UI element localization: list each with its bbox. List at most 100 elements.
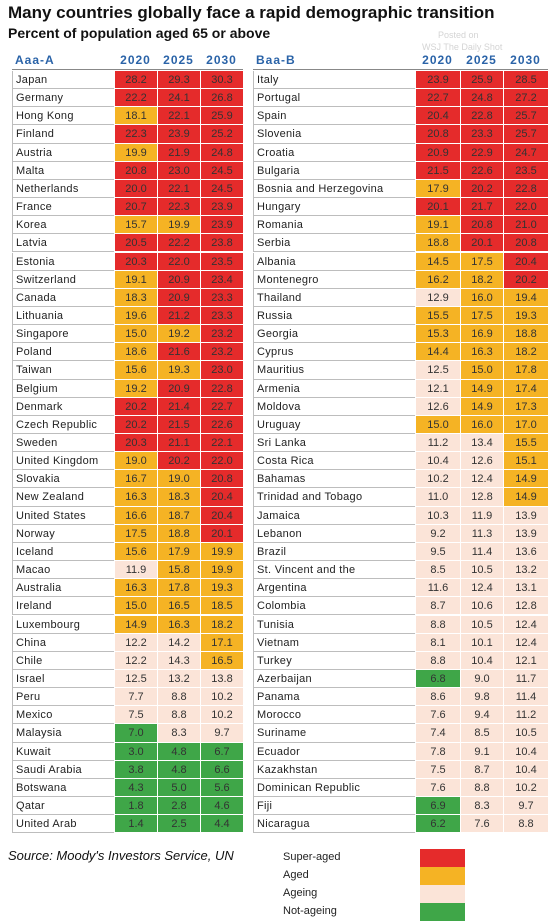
value-cell: 10.2 bbox=[200, 706, 243, 725]
value-cell: 20.9 bbox=[157, 379, 200, 398]
value-cell: 14.2 bbox=[157, 633, 200, 652]
country-name: Sweden bbox=[12, 434, 114, 453]
value-cell: 22.8 bbox=[503, 179, 548, 199]
value-cell: 18.2 bbox=[503, 343, 548, 362]
header-rule bbox=[12, 69, 243, 70]
value-cell: 17.9 bbox=[415, 179, 460, 199]
value-cell: 20.2 bbox=[157, 452, 200, 471]
value-cell: 5.0 bbox=[157, 778, 200, 797]
value-cell: 24.5 bbox=[200, 179, 243, 199]
value-cell: 10.2 bbox=[415, 470, 460, 489]
value-cell: 10.6 bbox=[460, 597, 503, 616]
value-cell: 17.5 bbox=[114, 524, 157, 543]
value-cell: 22.6 bbox=[460, 161, 503, 180]
value-cell: 11.4 bbox=[503, 688, 548, 707]
value-cell: 24.1 bbox=[157, 89, 200, 108]
value-cell: 12.8 bbox=[503, 597, 548, 616]
value-cell: 11.6 bbox=[415, 579, 460, 598]
country-name: Turkey bbox=[253, 651, 415, 670]
value-cell: 22.7 bbox=[200, 397, 243, 416]
value-cell: 22.8 bbox=[460, 107, 503, 126]
value-cell: 16.3 bbox=[114, 488, 157, 507]
country-name: Macao bbox=[12, 561, 114, 580]
country-name: Jamaica bbox=[253, 506, 415, 525]
value-cell: 12.2 bbox=[114, 633, 157, 652]
value-cell: 22.7 bbox=[415, 89, 460, 108]
value-cell: 7.5 bbox=[114, 706, 157, 725]
country-name: Malaysia bbox=[12, 724, 114, 743]
watermark: WSJ The Daily Shot bbox=[422, 42, 503, 52]
value-cell: 20.4 bbox=[200, 506, 243, 525]
country-name: Argentina bbox=[253, 579, 415, 598]
value-cell: 7.6 bbox=[460, 815, 503, 834]
value-cell: 17.4 bbox=[503, 379, 548, 398]
value-cell: 22.0 bbox=[200, 452, 243, 471]
value-cell: 20.3 bbox=[114, 252, 157, 271]
source: Source: Moody's Investors Service, UN bbox=[8, 848, 234, 863]
value-cell: 5.6 bbox=[200, 778, 243, 797]
value-cell: 18.2 bbox=[460, 270, 503, 289]
country-name: Armenia bbox=[253, 379, 415, 398]
value-cell: 24.5 bbox=[200, 161, 243, 180]
value-cell: 20.8 bbox=[114, 161, 157, 180]
value-cell: 15.0 bbox=[114, 597, 157, 616]
value-cell: 28.2 bbox=[114, 71, 157, 90]
value-cell: 9.4 bbox=[460, 706, 503, 725]
value-cell: 8.8 bbox=[503, 815, 548, 834]
value-cell: 17.1 bbox=[200, 633, 243, 652]
country-name: Poland bbox=[12, 343, 114, 362]
country-name: Cyprus bbox=[253, 343, 415, 362]
value-cell: 20.9 bbox=[415, 143, 460, 162]
value-cell: 20.8 bbox=[503, 234, 548, 253]
value-cell: 10.4 bbox=[460, 651, 503, 670]
value-cell: 8.3 bbox=[157, 724, 200, 743]
value-cell: 19.9 bbox=[200, 561, 243, 580]
value-cell: 21.5 bbox=[157, 415, 200, 434]
value-cell: 13.4 bbox=[460, 434, 503, 453]
value-cell: 12.5 bbox=[114, 669, 157, 689]
country-name: Lithuania bbox=[12, 306, 114, 326]
value-cell: 21.5 bbox=[415, 161, 460, 180]
value-cell: 12.8 bbox=[460, 488, 503, 507]
value-cell: 23.3 bbox=[200, 306, 243, 326]
value-cell: 17.9 bbox=[157, 542, 200, 562]
value-cell: 12.1 bbox=[503, 651, 548, 670]
country-name: Netherlands bbox=[12, 179, 114, 199]
value-cell: 19.1 bbox=[415, 216, 460, 235]
value-cell: 12.4 bbox=[503, 615, 548, 634]
value-cell: 13.2 bbox=[157, 669, 200, 689]
country-name: Thailand bbox=[253, 288, 415, 307]
value-cell: 11.9 bbox=[114, 561, 157, 580]
country-name: Moldova bbox=[253, 397, 415, 416]
value-cell: 20.9 bbox=[157, 288, 200, 307]
value-cell: 11.4 bbox=[460, 542, 503, 562]
country-name: Montenegro bbox=[253, 270, 415, 289]
value-cell: 7.6 bbox=[415, 778, 460, 797]
value-cell: 21.4 bbox=[157, 397, 200, 416]
value-cell: 8.8 bbox=[460, 778, 503, 797]
country-name: Korea bbox=[12, 216, 114, 235]
legend-swatch bbox=[420, 903, 465, 921]
value-cell: 25.7 bbox=[503, 107, 548, 126]
value-cell: 10.5 bbox=[460, 615, 503, 634]
value-cell: 18.1 bbox=[114, 107, 157, 126]
value-cell: 23.5 bbox=[200, 252, 243, 271]
value-cell: 21.9 bbox=[157, 143, 200, 162]
value-cell: 28.5 bbox=[503, 71, 548, 90]
country-name: St. Vincent and the bbox=[253, 561, 415, 580]
value-cell: 11.3 bbox=[460, 524, 503, 543]
value-cell: 9.5 bbox=[415, 542, 460, 562]
value-cell: 30.3 bbox=[200, 71, 243, 90]
value-cell: 23.9 bbox=[157, 125, 200, 144]
column-header: 2020 bbox=[120, 53, 151, 67]
country-name: New Zealand bbox=[12, 488, 114, 507]
value-cell: 9.7 bbox=[503, 797, 548, 816]
value-cell: 9.2 bbox=[415, 524, 460, 543]
value-cell: 1.8 bbox=[114, 797, 157, 816]
title: Many countries globally face a rapid dem… bbox=[8, 3, 495, 22]
column-header: 2020 bbox=[422, 53, 453, 67]
country-name: Taiwan bbox=[12, 361, 114, 380]
value-cell: 20.5 bbox=[114, 234, 157, 253]
value-cell: 4.8 bbox=[157, 760, 200, 779]
value-cell: 22.1 bbox=[157, 107, 200, 126]
